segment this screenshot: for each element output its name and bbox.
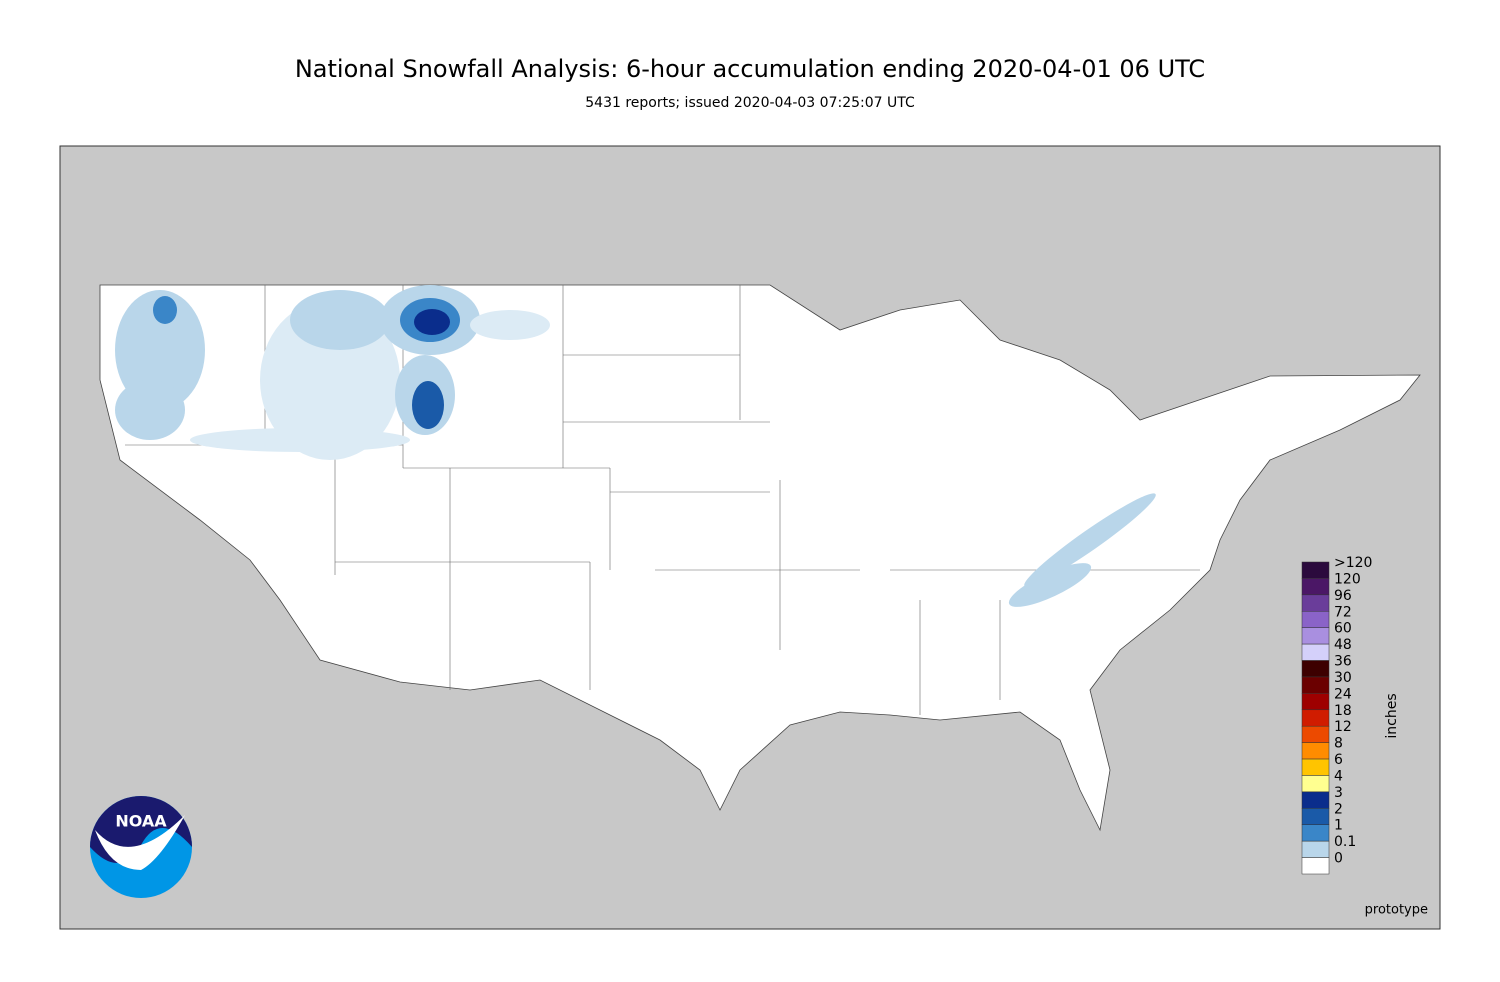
legend-swatch [1301, 808, 1330, 825]
legend-label: 18 [1334, 703, 1352, 719]
legend-swatch [1301, 611, 1330, 628]
legend-label: 30 [1334, 670, 1352, 686]
legend-label: 60 [1334, 621, 1352, 637]
legend-swatch [1301, 561, 1330, 579]
legend-label: 1 [1334, 818, 1343, 834]
legend-swatch [1301, 594, 1330, 612]
legend-label: 24 [1334, 686, 1352, 702]
legend-swatch [1301, 742, 1330, 760]
title: National Snowfall Analysis: 6-hour accum… [295, 55, 1205, 83]
legend-swatch [1301, 791, 1330, 809]
legend-swatch [1301, 578, 1330, 596]
subtitle: 5431 reports; issued 2020-04-03 07:25:07… [585, 95, 915, 111]
logo-bird [95, 815, 185, 870]
legend-swatch [1301, 824, 1330, 842]
legend-label: 3 [1334, 785, 1343, 801]
legend-label: 2 [1334, 801, 1343, 817]
legend-swatch [1301, 660, 1330, 678]
legend-swatch [1301, 857, 1330, 875]
legend-label: 120 [1334, 571, 1361, 587]
legend-label: 36 [1334, 654, 1352, 670]
legend-swatch [1301, 627, 1330, 645]
legend-label: 12 [1334, 719, 1352, 735]
footer-note: prototype [1365, 903, 1428, 918]
legend-swatch [1301, 676, 1330, 694]
legend-unit: inches [1384, 693, 1400, 738]
legend-label: 48 [1334, 637, 1352, 653]
legend-label: 4 [1334, 768, 1343, 784]
legend-label: 96 [1334, 588, 1352, 604]
legend-swatch [1301, 709, 1330, 727]
snowfall-areas [115, 285, 1156, 607]
legend-swatch [1301, 775, 1330, 793]
legend-label: 8 [1334, 736, 1343, 752]
map [59, 145, 1441, 930]
legend-label: 72 [1334, 604, 1352, 620]
legend-label: 0 [1334, 851, 1343, 867]
noaa-logo: NOAA [90, 796, 192, 898]
logo-text: NOAA [115, 812, 167, 831]
legend-label: >120 [1334, 555, 1372, 571]
legend-swatch [1301, 643, 1330, 661]
legend-swatch [1301, 840, 1330, 858]
legend-swatch [1301, 725, 1330, 743]
legend-label: 0.1 [1334, 834, 1356, 850]
legend-label: 6 [1334, 752, 1343, 768]
legend-swatch [1301, 693, 1330, 711]
legend-swatch [1301, 758, 1330, 776]
